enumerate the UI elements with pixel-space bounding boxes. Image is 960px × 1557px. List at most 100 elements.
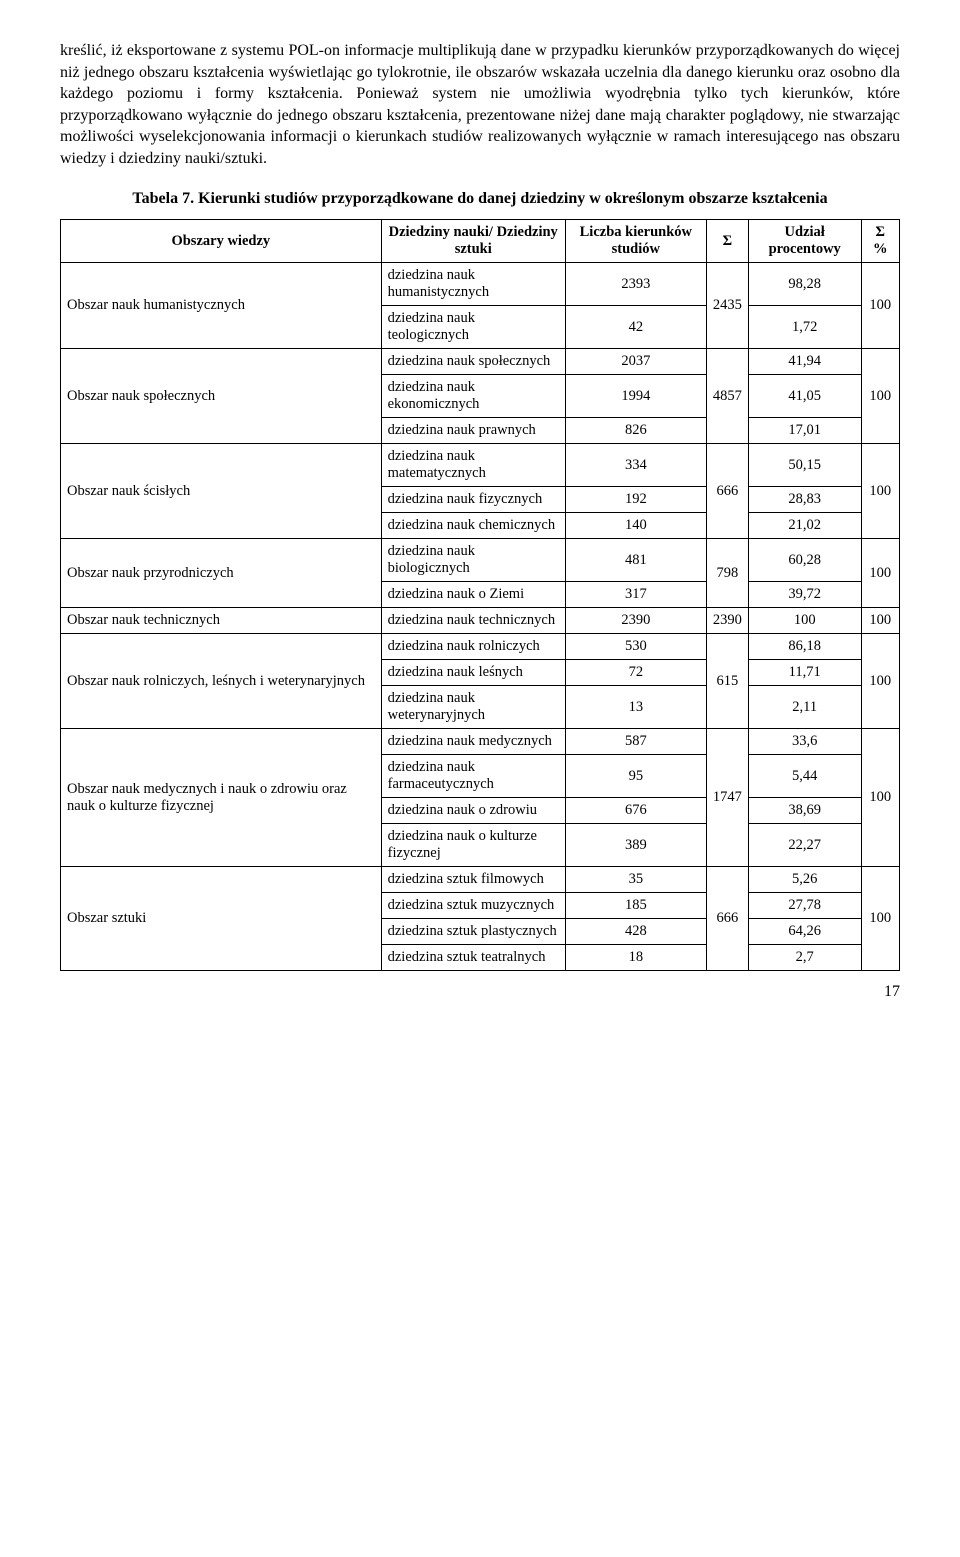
header-areas: Obszary wiedzy bbox=[61, 220, 382, 263]
cell-discipline: dziedzina nauk farmaceutycznych bbox=[381, 755, 565, 798]
cell-discipline: dziedzina nauk chemicznych bbox=[381, 513, 565, 539]
cell-count: 530 bbox=[565, 634, 706, 660]
cell-discipline: dziedzina nauk matematycznych bbox=[381, 444, 565, 487]
cell-discipline: dziedzina nauk ekonomicznych bbox=[381, 375, 565, 418]
cell-discipline: dziedzina sztuk muzycznych bbox=[381, 893, 565, 919]
cell-sigma-percent: 100 bbox=[861, 634, 899, 729]
cell-percent: 33,6 bbox=[748, 729, 861, 755]
cell-percent: 17,01 bbox=[748, 418, 861, 444]
cell-discipline: dziedzina nauk biologicznych bbox=[381, 539, 565, 582]
cell-percent: 100 bbox=[748, 608, 861, 634]
cell-percent: 98,28 bbox=[748, 263, 861, 306]
cell-count: 185 bbox=[565, 893, 706, 919]
cell-percent: 60,28 bbox=[748, 539, 861, 582]
cell-percent: 11,71 bbox=[748, 660, 861, 686]
cell-percent: 21,02 bbox=[748, 513, 861, 539]
cell-sigma: 666 bbox=[706, 444, 748, 539]
cell-sigma-percent: 100 bbox=[861, 444, 899, 539]
cell-sigma-percent: 100 bbox=[861, 263, 899, 349]
table-row: Obszar nauk ścisłychdziedzina nauk matem… bbox=[61, 444, 900, 487]
cell-area: Obszar nauk humanistycznych bbox=[61, 263, 382, 349]
cell-count: 826 bbox=[565, 418, 706, 444]
cell-count: 2390 bbox=[565, 608, 706, 634]
cell-discipline: dziedzina nauk rolniczych bbox=[381, 634, 565, 660]
cell-discipline: dziedzina nauk humanistycznych bbox=[381, 263, 565, 306]
cell-count: 317 bbox=[565, 582, 706, 608]
cell-area: Obszar sztuki bbox=[61, 867, 382, 971]
cell-count: 334 bbox=[565, 444, 706, 487]
cell-area: Obszar nauk społecznych bbox=[61, 349, 382, 444]
cell-sigma-percent: 100 bbox=[861, 349, 899, 444]
cell-discipline: dziedzina nauk prawnych bbox=[381, 418, 565, 444]
table-row: Obszar nauk rolniczych, leśnych i wetery… bbox=[61, 634, 900, 660]
cell-count: 192 bbox=[565, 487, 706, 513]
cell-sigma-percent: 100 bbox=[861, 867, 899, 971]
header-disciplines: Dziedziny nauki/ Dziedziny sztuki bbox=[381, 220, 565, 263]
cell-percent: 1,72 bbox=[748, 306, 861, 349]
header-count: Liczba kierunków studiów bbox=[565, 220, 706, 263]
cell-count: 587 bbox=[565, 729, 706, 755]
cell-sigma-percent: 100 bbox=[861, 608, 899, 634]
cell-percent: 38,69 bbox=[748, 798, 861, 824]
cell-sigma: 798 bbox=[706, 539, 748, 608]
page-number: 17 bbox=[60, 983, 900, 1001]
cell-count: 1994 bbox=[565, 375, 706, 418]
cell-discipline: dziedzina nauk społecznych bbox=[381, 349, 565, 375]
cell-count: 481 bbox=[565, 539, 706, 582]
cell-count: 13 bbox=[565, 686, 706, 729]
data-table: Obszary wiedzy Dziedziny nauki/ Dziedzin… bbox=[60, 219, 900, 971]
cell-count: 72 bbox=[565, 660, 706, 686]
cell-percent: 86,18 bbox=[748, 634, 861, 660]
cell-percent: 2,7 bbox=[748, 945, 861, 971]
cell-sigma: 615 bbox=[706, 634, 748, 729]
table-row: Obszar nauk medycznych i nauk o zdrowiu … bbox=[61, 729, 900, 755]
cell-area: Obszar nauk przyrodniczych bbox=[61, 539, 382, 608]
cell-percent: 41,94 bbox=[748, 349, 861, 375]
cell-count: 140 bbox=[565, 513, 706, 539]
table-row: Obszar nauk technicznychdziedzina nauk t… bbox=[61, 608, 900, 634]
cell-sigma: 2435 bbox=[706, 263, 748, 349]
cell-percent: 22,27 bbox=[748, 824, 861, 867]
table-row: Obszar nauk przyrodniczychdziedzina nauk… bbox=[61, 539, 900, 582]
cell-discipline: dziedzina nauk o kulturze fizycznej bbox=[381, 824, 565, 867]
cell-percent: 2,11 bbox=[748, 686, 861, 729]
cell-percent: 5,26 bbox=[748, 867, 861, 893]
cell-discipline: dziedzina nauk teologicznych bbox=[381, 306, 565, 349]
cell-discipline: dziedzina sztuk plastycznych bbox=[381, 919, 565, 945]
cell-percent: 50,15 bbox=[748, 444, 861, 487]
header-sigma: Σ bbox=[706, 220, 748, 263]
cell-sigma: 1747 bbox=[706, 729, 748, 867]
cell-count: 18 bbox=[565, 945, 706, 971]
cell-percent: 28,83 bbox=[748, 487, 861, 513]
cell-count: 676 bbox=[565, 798, 706, 824]
cell-discipline: dziedzina nauk fizycznych bbox=[381, 487, 565, 513]
cell-area: Obszar nauk medycznych i nauk o zdrowiu … bbox=[61, 729, 382, 867]
cell-discipline: dziedzina nauk weterynaryjnych bbox=[381, 686, 565, 729]
cell-discipline: dziedzina nauk leśnych bbox=[381, 660, 565, 686]
cell-area: Obszar nauk rolniczych, leśnych i wetery… bbox=[61, 634, 382, 729]
cell-count: 95 bbox=[565, 755, 706, 798]
table-header-row: Obszary wiedzy Dziedziny nauki/ Dziedzin… bbox=[61, 220, 900, 263]
cell-sigma-percent: 100 bbox=[861, 539, 899, 608]
cell-discipline: dziedzina sztuk filmowych bbox=[381, 867, 565, 893]
cell-count: 35 bbox=[565, 867, 706, 893]
cell-discipline: dziedzina nauk o zdrowiu bbox=[381, 798, 565, 824]
cell-count: 2037 bbox=[565, 349, 706, 375]
cell-discipline: dziedzina nauk o Ziemi bbox=[381, 582, 565, 608]
cell-discipline: dziedzina sztuk teatralnych bbox=[381, 945, 565, 971]
cell-sigma: 4857 bbox=[706, 349, 748, 444]
cell-percent: 64,26 bbox=[748, 919, 861, 945]
body-paragraph: kreślić, iż eksportowane z systemu POL-o… bbox=[60, 40, 900, 170]
header-sigma-percent: Σ % bbox=[861, 220, 899, 263]
cell-percent: 39,72 bbox=[748, 582, 861, 608]
cell-area: Obszar nauk ścisłych bbox=[61, 444, 382, 539]
cell-sigma: 2390 bbox=[706, 608, 748, 634]
cell-sigma: 666 bbox=[706, 867, 748, 971]
cell-discipline: dziedzina nauk technicznych bbox=[381, 608, 565, 634]
table-row: Obszar sztukidziedzina sztuk filmowych35… bbox=[61, 867, 900, 893]
table-row: Obszar nauk społecznychdziedzina nauk sp… bbox=[61, 349, 900, 375]
cell-count: 428 bbox=[565, 919, 706, 945]
cell-percent: 27,78 bbox=[748, 893, 861, 919]
table-title: Tabela 7. Kierunki studiów przyporządkow… bbox=[60, 188, 900, 210]
cell-area: Obszar nauk technicznych bbox=[61, 608, 382, 634]
